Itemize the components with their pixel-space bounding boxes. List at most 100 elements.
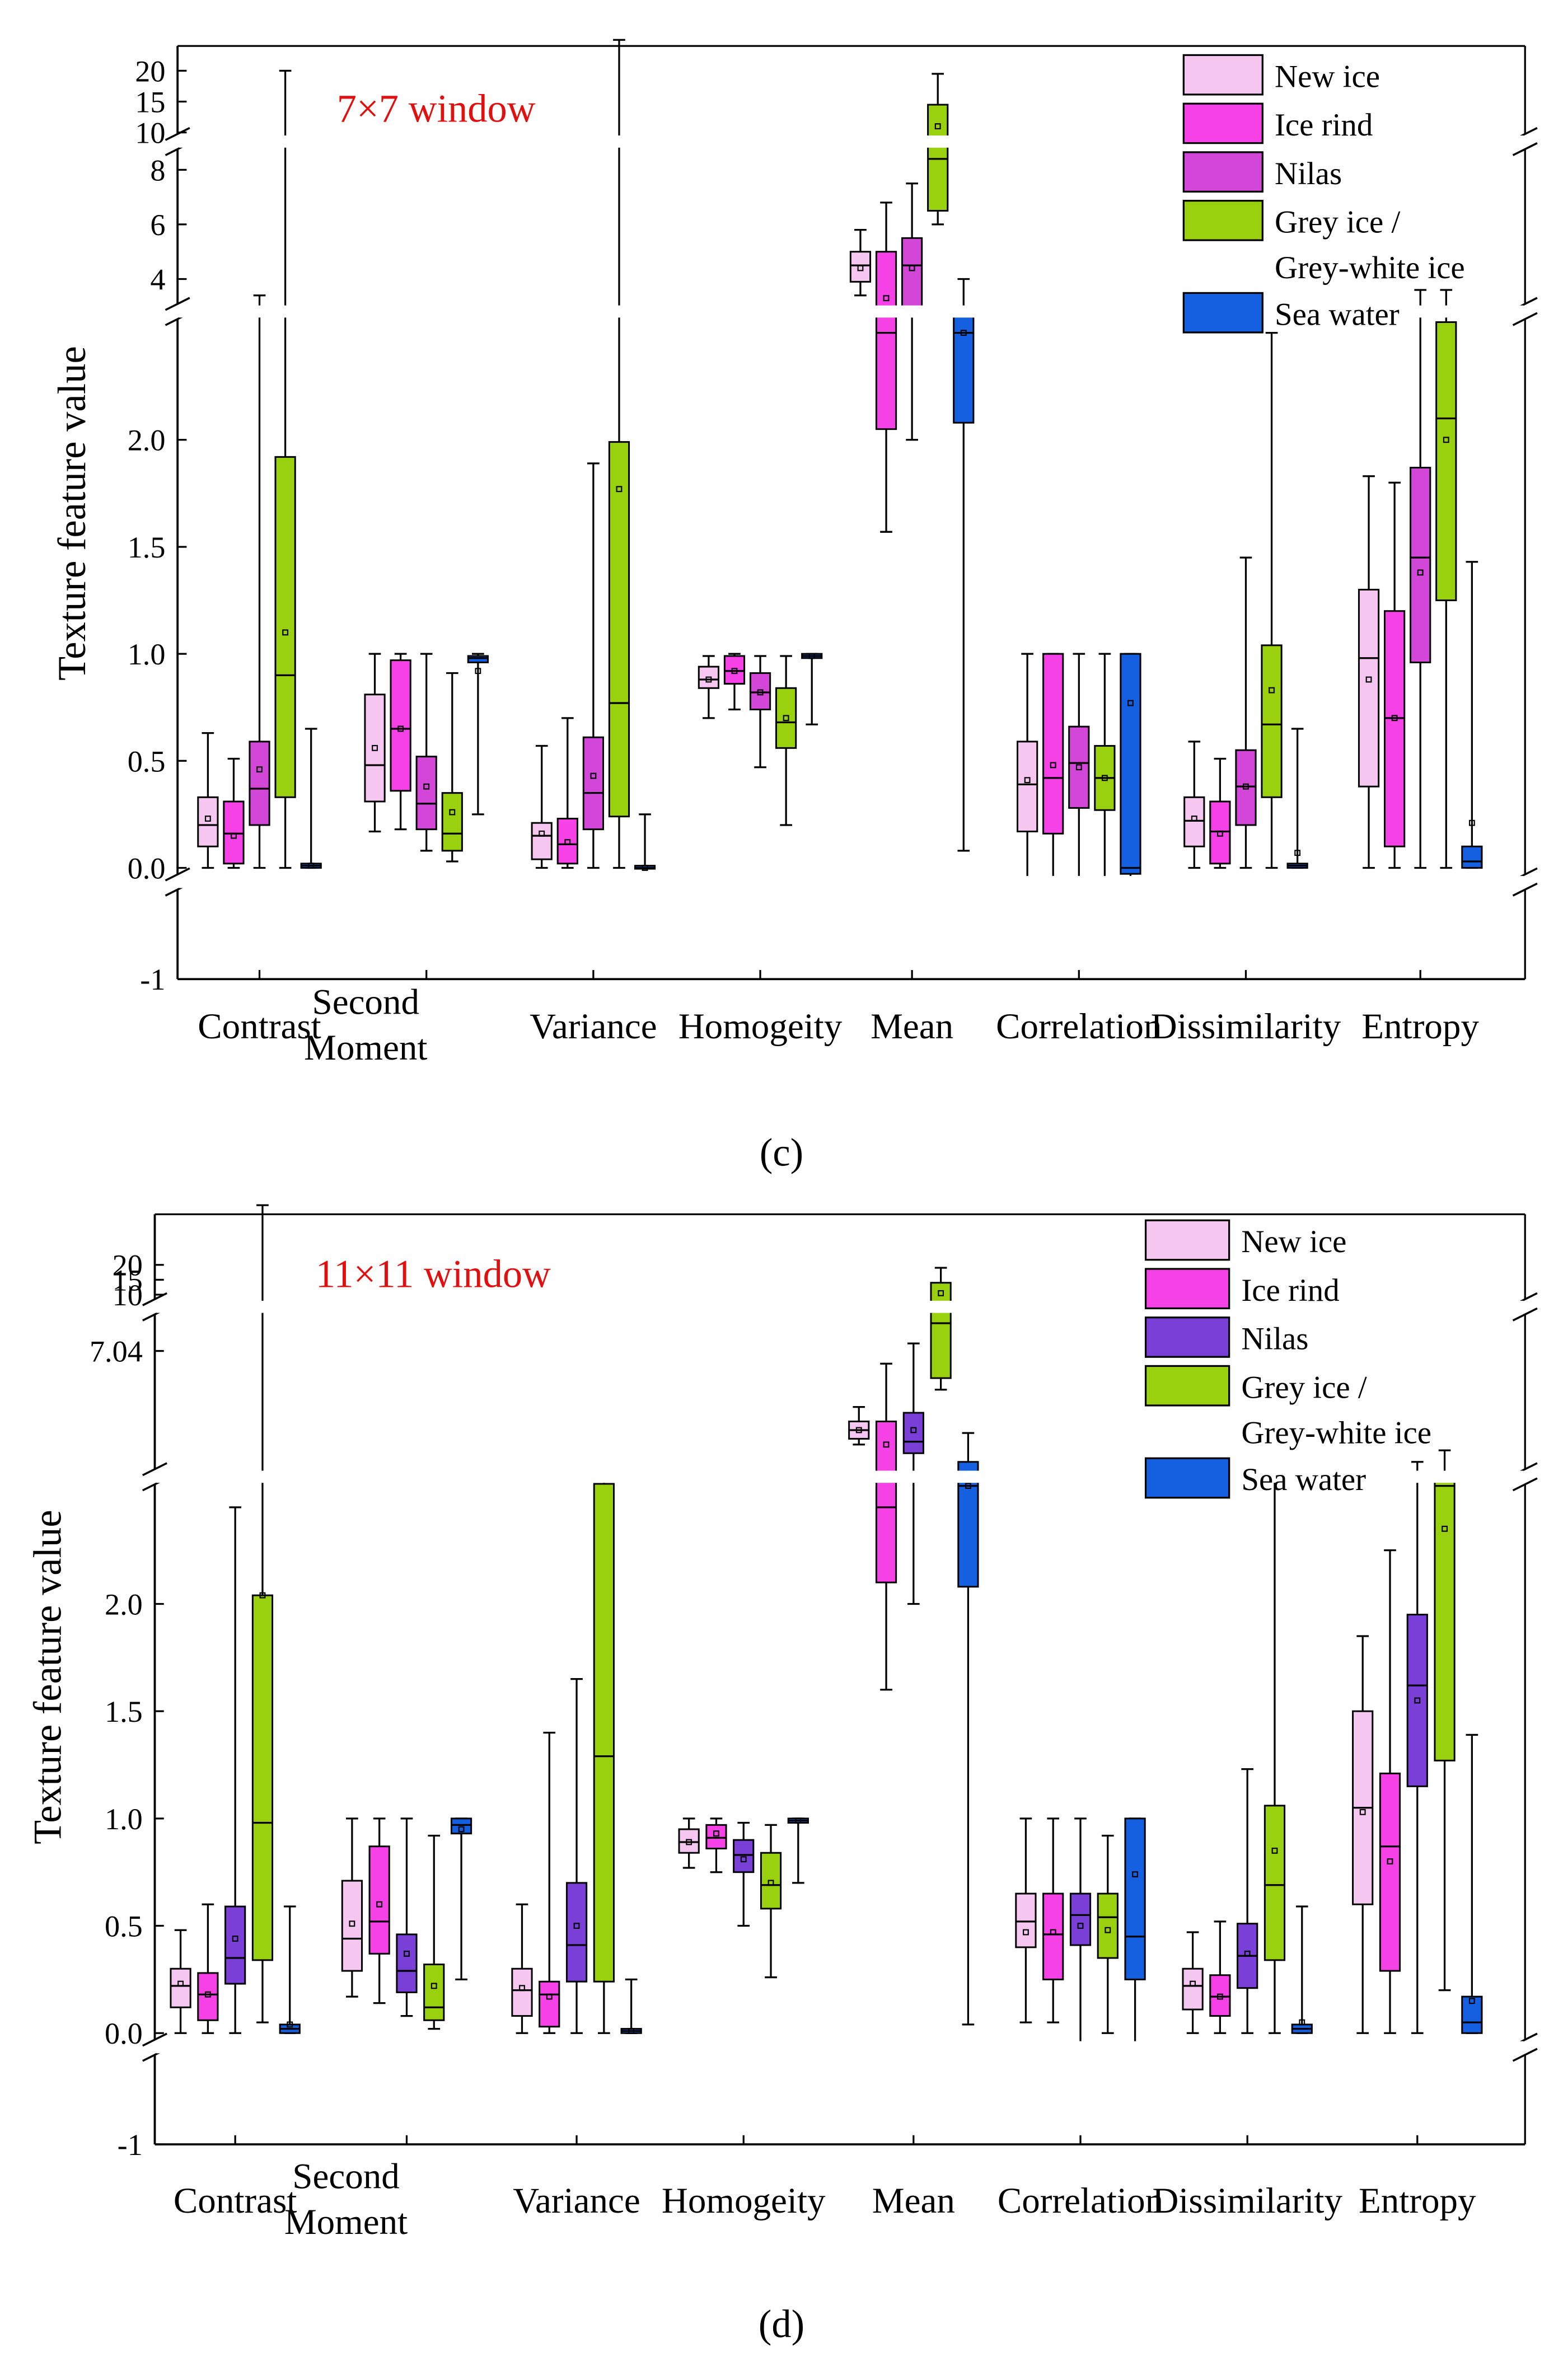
box-body — [170, 1967, 191, 2008]
x-category-label: Entropy — [1359, 2181, 1476, 2221]
box-body — [364, 694, 386, 803]
x-category-label-line: Second — [312, 982, 420, 1023]
box-5-1 — [1042, 1817, 1064, 2023]
mean-marker — [808, 653, 815, 659]
box-2-2 — [565, 1678, 588, 2034]
box-0-4 — [300, 728, 322, 869]
box-body — [1461, 845, 1483, 869]
mean-marker — [1050, 1929, 1056, 1936]
legend-label: Grey-white ice — [1241, 1416, 1431, 1451]
axis-break-mark — [1512, 1307, 1538, 1322]
mean-marker — [965, 1483, 971, 1489]
box-5-0 — [1015, 1817, 1037, 2023]
box-body — [1183, 796, 1205, 847]
box-0-3 — [274, 69, 296, 869]
mean-marker — [231, 832, 237, 839]
box-body — [1042, 653, 1064, 835]
mean-marker — [642, 865, 648, 871]
x-category-label: Mean — [872, 2181, 955, 2221]
legend-swatch — [1182, 102, 1263, 144]
box-3-2 — [733, 1821, 755, 1927]
box-body — [1406, 1614, 1428, 1787]
y-tick-label: 10 — [135, 116, 165, 150]
legend-swatch — [1182, 151, 1263, 193]
box-4-3 — [930, 1267, 952, 1391]
box-1-4 — [467, 653, 489, 816]
mean-marker — [1216, 830, 1223, 837]
box-5-0 — [1017, 653, 1038, 881]
box-1-1 — [390, 653, 411, 831]
mean-marker — [177, 1980, 184, 1987]
box-3-3 — [775, 655, 797, 826]
mean-marker — [1022, 1929, 1029, 1936]
mean-marker — [372, 744, 378, 751]
box-body — [698, 666, 719, 689]
box-body — [531, 822, 553, 860]
box-0-1 — [197, 1903, 219, 2034]
box-2-0 — [511, 1903, 533, 2034]
mean-marker — [590, 772, 597, 779]
box-body — [1235, 749, 1257, 826]
box-6-1 — [1209, 1920, 1231, 2034]
axis-break-mark — [165, 297, 190, 311]
x-category-label: Correlation — [996, 1006, 1162, 1047]
y-tick-label: 4 — [150, 263, 165, 296]
box-3-4 — [787, 1817, 809, 1884]
box-body — [733, 1839, 755, 1873]
box-body — [930, 1282, 952, 1379]
mean-marker — [204, 1991, 211, 1998]
box-body — [875, 251, 897, 430]
box-7-1 — [1384, 481, 1406, 869]
box-body — [901, 237, 923, 312]
mean-marker — [539, 830, 545, 837]
box-4-3 — [927, 73, 949, 226]
box-body — [467, 655, 489, 663]
box-4-2 — [902, 1342, 924, 1605]
box-body — [565, 1882, 588, 1983]
box-body — [450, 1817, 472, 1835]
legend-label: Nilas — [1241, 1322, 1308, 1357]
box-4-4 — [953, 278, 975, 852]
box-1-1 — [368, 1817, 390, 2004]
y-tick-label: 0.5 — [105, 1910, 143, 1943]
legend-label: Grey ice / — [1275, 205, 1401, 240]
box-body — [1263, 1805, 1286, 1961]
mean-marker — [1243, 783, 1249, 790]
box-5-2 — [1069, 1817, 1092, 2047]
box-6-2 — [1237, 1768, 1258, 2034]
box-0-2 — [224, 1506, 246, 2034]
box-0-0 — [197, 732, 219, 869]
mean-marker — [1050, 762, 1056, 769]
box-3-3 — [760, 1824, 782, 1979]
x-category-label: Variance — [530, 1006, 657, 1047]
mean-marker — [232, 1936, 238, 1942]
mean-marker — [1468, 819, 1475, 826]
caption-c: (c) — [760, 1131, 803, 1175]
x-category-label: Dissimilarity — [1152, 2181, 1342, 2221]
box-2-1 — [556, 717, 578, 869]
box-2-3 — [593, 1473, 615, 2034]
box-2-1 — [539, 1731, 560, 2034]
mean-marker — [883, 295, 890, 302]
mean-marker — [1443, 437, 1449, 443]
box-4-0 — [849, 229, 872, 297]
axis-break-band — [156, 2041, 1524, 2054]
mean-marker — [397, 725, 404, 732]
box-7-0 — [1352, 1635, 1374, 2034]
mean-marker — [423, 783, 430, 790]
box-body — [1120, 653, 1141, 875]
x-category-label: Contrast — [174, 2181, 297, 2221]
axis-break-mark — [1512, 142, 1538, 156]
mean-marker — [282, 629, 289, 636]
mean-marker — [1391, 715, 1398, 722]
mean-marker — [1127, 700, 1134, 706]
y-tick-label: 1.0 — [105, 1802, 143, 1836]
box-5-4 — [1120, 653, 1141, 885]
box-body — [927, 104, 949, 212]
box-1-0 — [364, 653, 386, 833]
mean-marker — [1191, 816, 1197, 822]
mean-marker — [1417, 569, 1424, 576]
box-5-2 — [1068, 653, 1090, 885]
legend-label: Grey-white ice — [1275, 250, 1465, 285]
